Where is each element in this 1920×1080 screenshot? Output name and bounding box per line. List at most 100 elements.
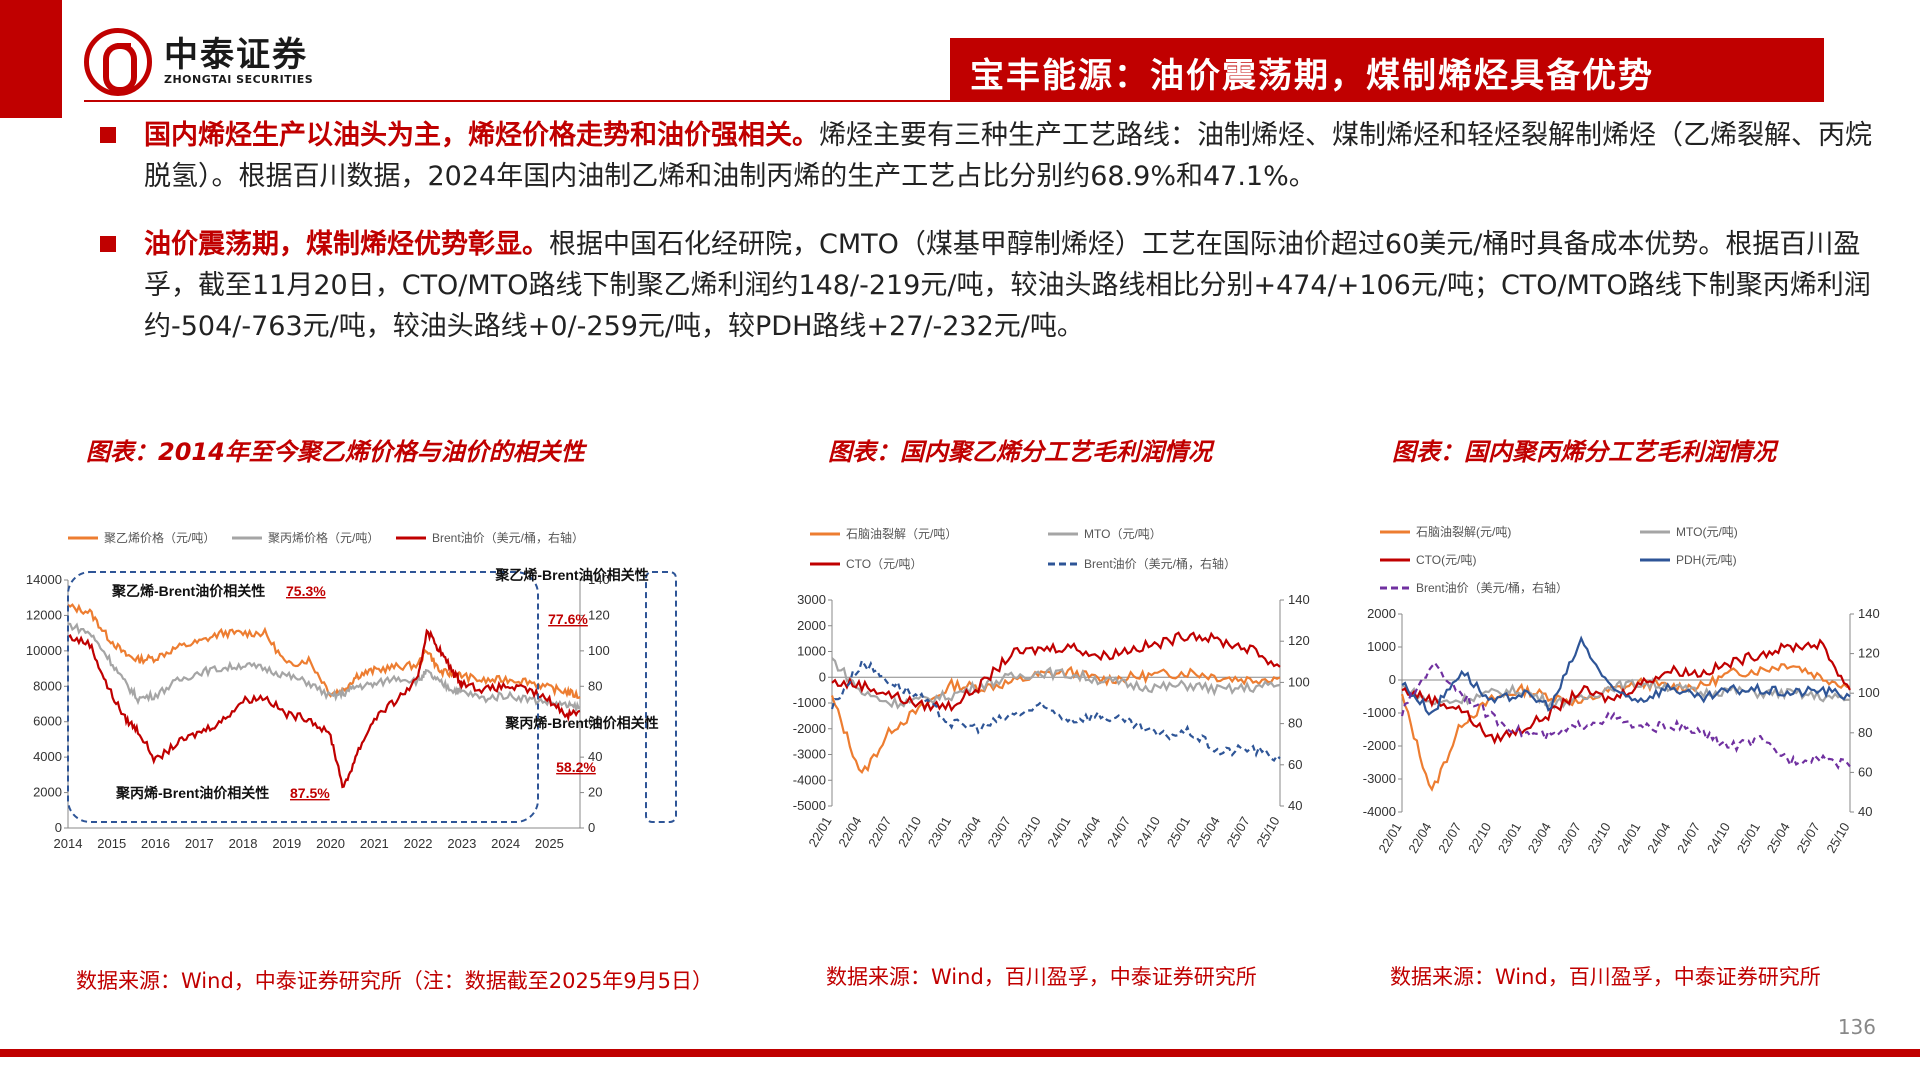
- x-tick-label: 22/07: [865, 814, 894, 850]
- x-tick-label: 2023: [447, 836, 476, 851]
- x-tick-label: 23/01: [925, 814, 954, 850]
- y-tick-label: 0: [819, 669, 826, 684]
- y2-tick-label: 80: [1858, 725, 1872, 740]
- y-tick-label: 6000: [33, 714, 62, 729]
- legend-label: CTO(元/吨): [1416, 553, 1476, 567]
- x-tick-label: 23/07: [985, 814, 1014, 850]
- series-line-4: [1401, 635, 1851, 716]
- y2-tick-label: 100: [1288, 674, 1310, 689]
- x-tick-label: 22/10: [895, 814, 924, 850]
- y2-tick-label: 100: [588, 643, 610, 658]
- legend-label: 聚乙烯价格（元/吨）: [104, 530, 215, 545]
- correlation-box-right: [645, 571, 677, 823]
- x-tick-label: 25/07: [1793, 820, 1822, 856]
- x-tick-label: 2020: [316, 836, 345, 851]
- y-tick-label: -4000: [1363, 804, 1396, 819]
- series-line-4: [830, 658, 1281, 763]
- series-line-1: [1400, 663, 1851, 792]
- x-tick-label: 23/07: [1555, 820, 1584, 856]
- x-tick-label: 24/10: [1704, 820, 1733, 856]
- y-tick-label: 10000: [26, 643, 62, 658]
- y2-tick-label: 40: [1858, 804, 1872, 819]
- logo-mark-icon: [84, 27, 152, 96]
- x-tick-label: 23/04: [955, 814, 984, 850]
- bullet-2-highlight: 油价震荡期，煤制烯烃优势彰显。: [144, 229, 549, 260]
- x-tick-label: 22/01: [805, 814, 834, 850]
- y-tick-label: 3000: [797, 592, 826, 607]
- x-tick-label: 2016: [141, 836, 170, 851]
- y2-tick-label: 80: [588, 678, 602, 693]
- series-line-1: [67, 603, 581, 699]
- legend-label: 聚丙烯价格（元/吨）: [268, 530, 379, 545]
- y-tick-label: 2000: [797, 618, 826, 633]
- y2-tick-label: 120: [1288, 633, 1310, 648]
- page-title: 宝丰能源：油价震荡期，煤制烯烃具备优势: [970, 56, 1654, 96]
- chart-3-title: 图表：国内聚丙烯分工艺毛利润情况: [1392, 438, 1776, 466]
- x-tick-label: 23/10: [1014, 814, 1043, 850]
- legend-label: Brent油价（美元/桶，右轴）: [1416, 580, 1568, 595]
- x-tick-label: 25/01: [1734, 820, 1763, 856]
- annotation-pp-left: 聚丙烯-Brent油价相关性: [115, 785, 269, 801]
- series-line-5: [1400, 661, 1851, 770]
- bullet-1-body: 烯烃主要有三种生产工艺路线：油制烯烃、煤制烯烃和轻烃裂解制烯烃（乙烯裂解、丙烷脱…: [144, 120, 1872, 192]
- annotation-pe-right-value: 77.6%: [548, 611, 588, 627]
- x-tick-label: 23/04: [1525, 820, 1554, 856]
- y-tick-label: 8000: [33, 678, 62, 693]
- annotation-pe-right: 聚乙烯-Brent油价相关性: [494, 567, 648, 583]
- left-accent-bar: [0, 0, 62, 118]
- y2-tick-label: 60: [1288, 757, 1302, 772]
- y-tick-label: 2000: [33, 785, 62, 800]
- x-tick-label: 22/01: [1375, 820, 1404, 856]
- chart-3: 石脑油裂解(元/吨) MTO(元/吨) CTO(元/吨) PDH(元/吨) Brent油…: [1363, 525, 1880, 856]
- y-tick-label: -2000: [1363, 738, 1396, 753]
- y2-tick-label: 20: [588, 785, 602, 800]
- legend-label: 石脑油裂解（元/吨）: [846, 527, 957, 541]
- legend-label: 石脑油裂解(元/吨): [1416, 525, 1511, 539]
- y2-tick-label: 40: [588, 749, 602, 764]
- x-tick-label: 24/01: [1044, 814, 1073, 850]
- legend-label: Brent油价（美元/桶，右轴）: [1084, 556, 1236, 571]
- page-title-banner: 宝丰能源：油价震荡期，煤制烯烃具备优势: [950, 38, 1824, 100]
- x-tick-label: 2025: [535, 836, 564, 851]
- x-tick-label: 2019: [272, 836, 301, 851]
- y-tick-label: -4000: [793, 772, 826, 787]
- bullet-2: 油价震荡期，煤制烯烃优势彰显。根据中国石化经研院，CMTO（煤基甲醇制烯烃）工艺…: [100, 224, 1880, 347]
- x-tick-label: 25/07: [1223, 814, 1252, 850]
- x-tick-label: 22/07: [1435, 820, 1464, 856]
- x-tick-label: 23/01: [1495, 820, 1524, 856]
- x-tick-label: 22/04: [1405, 820, 1434, 856]
- logo-en-text: ZHONGTAI SECURITIES: [164, 73, 314, 86]
- x-tick-label: 2015: [97, 836, 126, 851]
- y2-tick-label: 120: [588, 607, 610, 622]
- x-tick-label: 25/04: [1764, 820, 1793, 856]
- footer-divider: [0, 1049, 1920, 1057]
- y-tick-label: 0: [1389, 672, 1396, 687]
- bullet-square-icon: [100, 127, 116, 143]
- chart-2: 石脑油裂解（元/吨） MTO（元/吨） CTO（元/吨） Brent油价（美元/桶，右…: [793, 527, 1310, 850]
- x-tick-label: 25/10: [1823, 820, 1852, 856]
- page-number: 136: [1837, 1015, 1876, 1039]
- bullet-1: 国内烯烃生产以油头为主，烯烃价格走势和油价强相关。烯烃主要有三种生产工艺路线：油…: [100, 115, 1880, 197]
- x-tick-label: 24/07: [1104, 814, 1133, 850]
- y-tick-label: -5000: [793, 798, 826, 813]
- y2-tick-label: 140: [1288, 592, 1310, 607]
- x-tick-label: 2017: [185, 836, 214, 851]
- x-tick-label: 2024: [491, 836, 520, 851]
- x-tick-label: 24/07: [1674, 820, 1703, 856]
- y2-tick-label: 120: [1858, 646, 1880, 661]
- x-tick-label: 24/04: [1644, 820, 1673, 856]
- legend-label: Brent油价（美元/桶，右轴）: [432, 530, 584, 545]
- annotation-pp-left-value: 87.5%: [290, 785, 330, 801]
- x-tick-label: 24/01: [1614, 820, 1643, 856]
- x-tick-label: 2014: [54, 836, 83, 851]
- annotation-pe-left-value: 75.3%: [286, 583, 326, 599]
- x-tick-label: 25/10: [1253, 814, 1282, 850]
- y-tick-label: -3000: [793, 747, 826, 762]
- annotation-pp-right-value: 58.2%: [556, 759, 596, 775]
- x-tick-label: 24/10: [1134, 814, 1163, 850]
- series-line-2: [67, 622, 581, 711]
- y2-tick-label: 140: [588, 572, 610, 587]
- y2-tick-label: 60: [588, 714, 602, 729]
- y2-tick-label: 100: [1858, 685, 1880, 700]
- y-tick-label: 1000: [797, 644, 826, 659]
